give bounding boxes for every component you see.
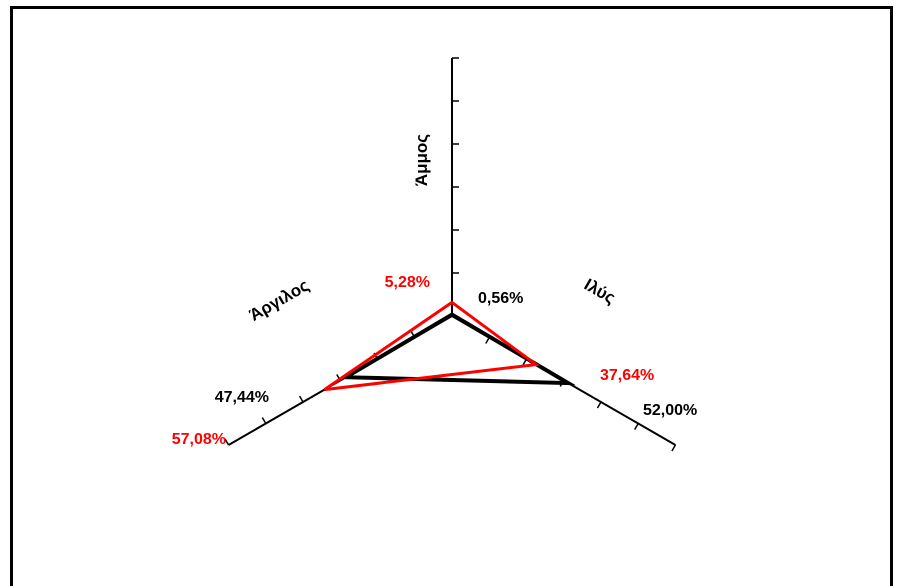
axis-tick-clay bbox=[298, 395, 304, 403]
data-label-clay-series-1: 47,44% bbox=[215, 389, 269, 406]
data-label-sand-series-1: 0,56% bbox=[478, 290, 523, 307]
axis-tick-clay bbox=[261, 417, 267, 424]
axis-label-sand: Άμμος bbox=[412, 134, 431, 186]
axis-tick-clay bbox=[224, 438, 230, 446]
axis-label-silt: Ιλύς bbox=[581, 275, 619, 308]
axis-label-clay: Άργιλος bbox=[246, 276, 312, 325]
data-label-clay-series-2: 57,08% bbox=[172, 431, 226, 448]
data-label-silt-series-2: 37,64% bbox=[600, 367, 654, 384]
axis-tick-silt bbox=[671, 444, 677, 452]
series-polygon-1 bbox=[338, 312, 576, 386]
chart-frame bbox=[10, 6, 893, 586]
axis-tick-silt bbox=[634, 423, 639, 430]
data-label-silt-series-1: 52,00% bbox=[643, 402, 697, 419]
data-label-sand-series-2: 5,28% bbox=[385, 274, 430, 291]
series-polygon-2 bbox=[323, 300, 541, 392]
axis-tick-silt bbox=[596, 401, 602, 409]
